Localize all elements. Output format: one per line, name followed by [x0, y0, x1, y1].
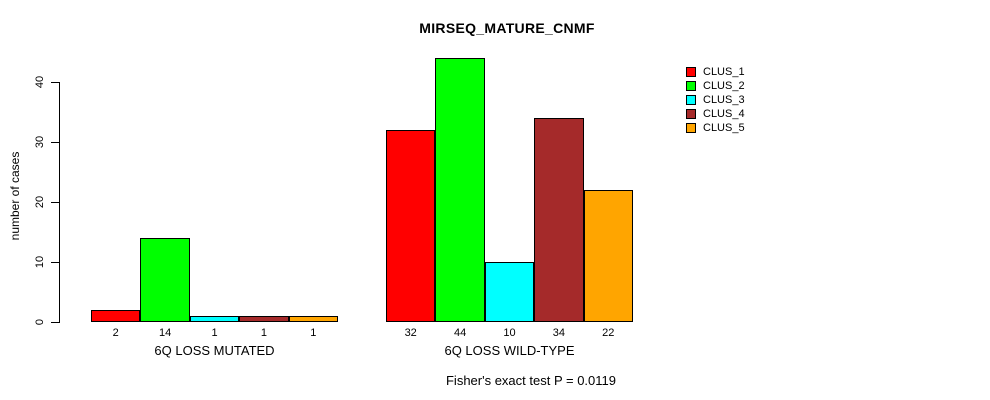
legend-item: CLUS_4	[686, 107, 745, 121]
legend-swatch	[686, 123, 696, 133]
legend-item: CLUS_1	[686, 65, 745, 79]
legend-label: CLUS_4	[703, 108, 745, 120]
bar	[91, 310, 141, 322]
bar	[435, 58, 485, 322]
y-tick	[51, 142, 59, 144]
legend-swatch	[686, 67, 696, 77]
y-tick-label: 30	[34, 135, 46, 149]
bar-value-label: 14	[158, 327, 172, 339]
y-tick-label: 0	[34, 318, 46, 326]
legend-swatch	[686, 81, 696, 91]
bar-value-label: 10	[503, 327, 516, 339]
bar-value-label: 22	[602, 327, 615, 339]
y-tick	[51, 82, 59, 84]
bar-value-label: 1	[211, 327, 218, 339]
y-tick-label: 20	[34, 195, 46, 209]
bar-value-label: 34	[552, 327, 566, 339]
bar	[189, 316, 240, 322]
bar	[386, 130, 436, 322]
annotation-text: Fisher's exact test P = 0.0119	[445, 373, 617, 388]
bar	[534, 118, 584, 322]
bar-value-label: 1	[310, 327, 317, 339]
legend-label: CLUS_1	[703, 66, 745, 78]
legend-swatch	[686, 109, 696, 119]
legend-item: CLUS_3	[686, 93, 745, 107]
legend-label: CLUS_5	[703, 122, 745, 134]
chart-title: MIRSEQ_MATURE_CNMF	[419, 20, 595, 36]
y-tick	[51, 322, 59, 324]
bar	[140, 238, 190, 322]
bar	[239, 316, 289, 322]
legend-item: CLUS_5	[686, 121, 745, 135]
bar	[583, 190, 633, 322]
bar-value-label: 32	[404, 327, 417, 339]
y-axis-label: number of cases	[8, 151, 22, 241]
bar-value-label: 1	[260, 327, 267, 339]
legend-swatch	[686, 95, 696, 105]
y-tick-label: 10	[34, 255, 46, 269]
legend-item: CLUS_2	[686, 79, 745, 93]
bar-value-label: 44	[453, 327, 467, 339]
legend-label: CLUS_3	[703, 94, 745, 106]
bar	[484, 262, 535, 322]
bar-value-label: 2	[112, 327, 119, 339]
y-tick	[51, 202, 59, 204]
group-label: 6Q LOSS WILD-TYPE	[444, 343, 575, 358]
legend-label: CLUS_2	[703, 80, 745, 92]
y-tick	[51, 262, 59, 264]
y-axis-line	[59, 82, 61, 323]
y-tick-label: 40	[34, 75, 46, 89]
bar	[288, 316, 338, 322]
group-label: 6Q LOSS MUTATED	[154, 343, 275, 358]
